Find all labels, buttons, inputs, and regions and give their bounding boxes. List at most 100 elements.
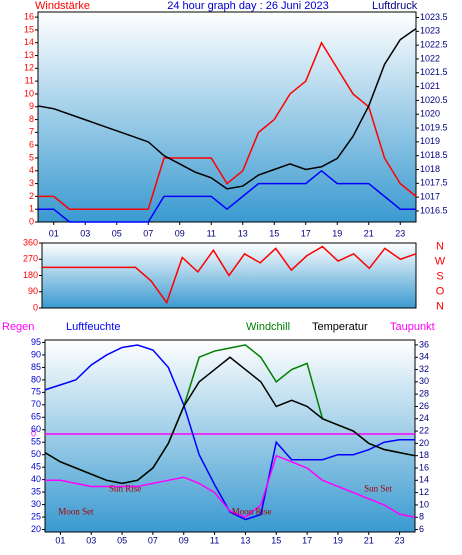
rain-label: Regen <box>2 321 34 333</box>
series-line <box>37 27 417 190</box>
y-tick-label: 5 <box>29 152 34 162</box>
y2-tick-label: 1023 <box>420 26 440 36</box>
x-tick-label: 15 <box>271 535 281 545</box>
legend-windchill: Windchill <box>246 321 290 333</box>
y-tick-label: 90 <box>28 286 38 296</box>
x-tick-label: 05 <box>112 228 122 238</box>
y-tick-label: 4 <box>29 165 34 175</box>
y2-tick-label: 1020.5 <box>420 95 448 105</box>
legend-dewpoint: Taupunkt <box>390 321 435 333</box>
x-tick-label: 23 <box>395 535 405 545</box>
y-tick-label: 12 <box>24 63 34 73</box>
y-tick-label: 60 <box>31 424 41 434</box>
y-tick-label: 11 <box>25 76 34 86</box>
x-tick-label: 07 <box>143 228 153 238</box>
y-tick-label: 8 <box>29 114 34 124</box>
y2-tick-label: 1019 <box>420 136 440 146</box>
y-tick-label: 14 <box>24 37 34 47</box>
y-tick-label: 10 <box>24 88 34 98</box>
y-tick-label: 85 <box>31 362 41 372</box>
x-tick-label: 05 <box>117 535 127 545</box>
x-tick-label: 07 <box>148 535 158 545</box>
y-tick-label: 70 <box>31 399 41 409</box>
y-tick-label: 13 <box>24 50 34 60</box>
y-tick-label: 15 <box>24 24 34 34</box>
y2-tick-label: 34 <box>419 352 429 362</box>
direction-label: S <box>436 270 443 282</box>
y2-tick-label: 1023.5 <box>420 12 448 22</box>
y-tick-label: 40 <box>31 474 41 484</box>
y2-tick-label: 16 <box>419 462 429 472</box>
y-tick-label: 3 <box>29 178 34 188</box>
y2-tick-label: 1018 <box>420 164 440 174</box>
y-tick-label: 0 <box>33 302 38 312</box>
y2-tick-label: 1020 <box>420 109 440 119</box>
chart-title: 24 hour graph day : 26 Juni 2023 <box>167 0 328 12</box>
y2-tick-label: 10 <box>419 499 429 509</box>
annotation: Moon Set <box>58 506 94 516</box>
direction-label: O <box>436 285 445 297</box>
y2-tick-label: 1019.5 <box>420 122 448 132</box>
y-tick-label: 2 <box>29 191 34 201</box>
y-tick-label: 65 <box>31 412 41 422</box>
y2-tick-label: 14 <box>419 475 429 485</box>
series-line <box>42 245 417 305</box>
x-tick-label: 23 <box>395 228 405 238</box>
x-tick-label: 03 <box>80 228 90 238</box>
y2-tick-label: 1016.5 <box>420 205 448 215</box>
series-line <box>45 454 416 519</box>
y2-tick-label: 20 <box>419 438 429 448</box>
x-tick-label: 13 <box>238 228 248 238</box>
y-tick-label: 16 <box>24 11 34 21</box>
y-tick-label: 20 <box>31 524 41 534</box>
y2-tick-label: 1017.5 <box>420 178 448 188</box>
y-tick-label: 30 <box>31 499 41 509</box>
x-tick-label: 19 <box>332 228 342 238</box>
y2-tick-label: 30 <box>419 376 429 386</box>
x-tick-label: 17 <box>301 228 311 238</box>
x-tick-label: 11 <box>210 535 219 545</box>
y-tick-label: 75 <box>31 387 41 397</box>
y2-tick-label: 1021 <box>420 81 440 91</box>
x-tick-label: 19 <box>333 535 343 545</box>
y2-tick-label: 1021.5 <box>420 67 448 77</box>
y-tick-label: 35 <box>31 486 41 496</box>
rain-tick-label: 0 <box>31 428 36 438</box>
legend-temperature: Temperatur <box>312 321 368 333</box>
x-tick-label: 13 <box>240 535 250 545</box>
y-tick-label: 6 <box>29 140 34 150</box>
y2-tick-label: 36 <box>419 339 429 349</box>
x-tick-label: 21 <box>364 228 374 238</box>
x-tick-label: 01 <box>55 535 65 545</box>
y2-tick-label: 8 <box>419 512 424 522</box>
panel-humidity <box>44 339 416 533</box>
x-tick-label: 01 <box>49 228 59 238</box>
direction-label: W <box>435 255 446 267</box>
series-line <box>44 344 415 521</box>
x-tick-label: 11 <box>207 228 216 238</box>
y-tick-label: 360 <box>23 237 38 247</box>
y-tick-label: 0 <box>29 216 34 226</box>
series-line <box>44 356 416 485</box>
y-tick-label: 9 <box>29 101 34 111</box>
x-tick-label: 21 <box>364 535 374 545</box>
y-tick-label: 25 <box>31 511 41 521</box>
series-line <box>38 169 416 223</box>
annotation: Sun Set <box>364 484 392 494</box>
y2-tick-label: 24 <box>419 413 429 423</box>
y2-tick-label: 12 <box>419 487 429 497</box>
y2-tick-label: 1022.5 <box>420 40 448 50</box>
series-line <box>38 41 417 210</box>
x-tick-label: 09 <box>175 228 185 238</box>
y2-label: Luftdruck <box>372 0 418 12</box>
y2-tick-label: 1017 <box>420 192 440 202</box>
y-tick-label: 180 <box>23 270 38 280</box>
panel-wind <box>37 11 417 223</box>
y2-tick-label: 22 <box>419 425 429 435</box>
y-tick-label: 55 <box>31 437 41 447</box>
x-tick-label: 03 <box>86 535 96 545</box>
x-tick-label: 15 <box>269 228 279 238</box>
y2-tick-label: 32 <box>419 364 429 374</box>
annotation: Moon Rise <box>232 506 272 516</box>
